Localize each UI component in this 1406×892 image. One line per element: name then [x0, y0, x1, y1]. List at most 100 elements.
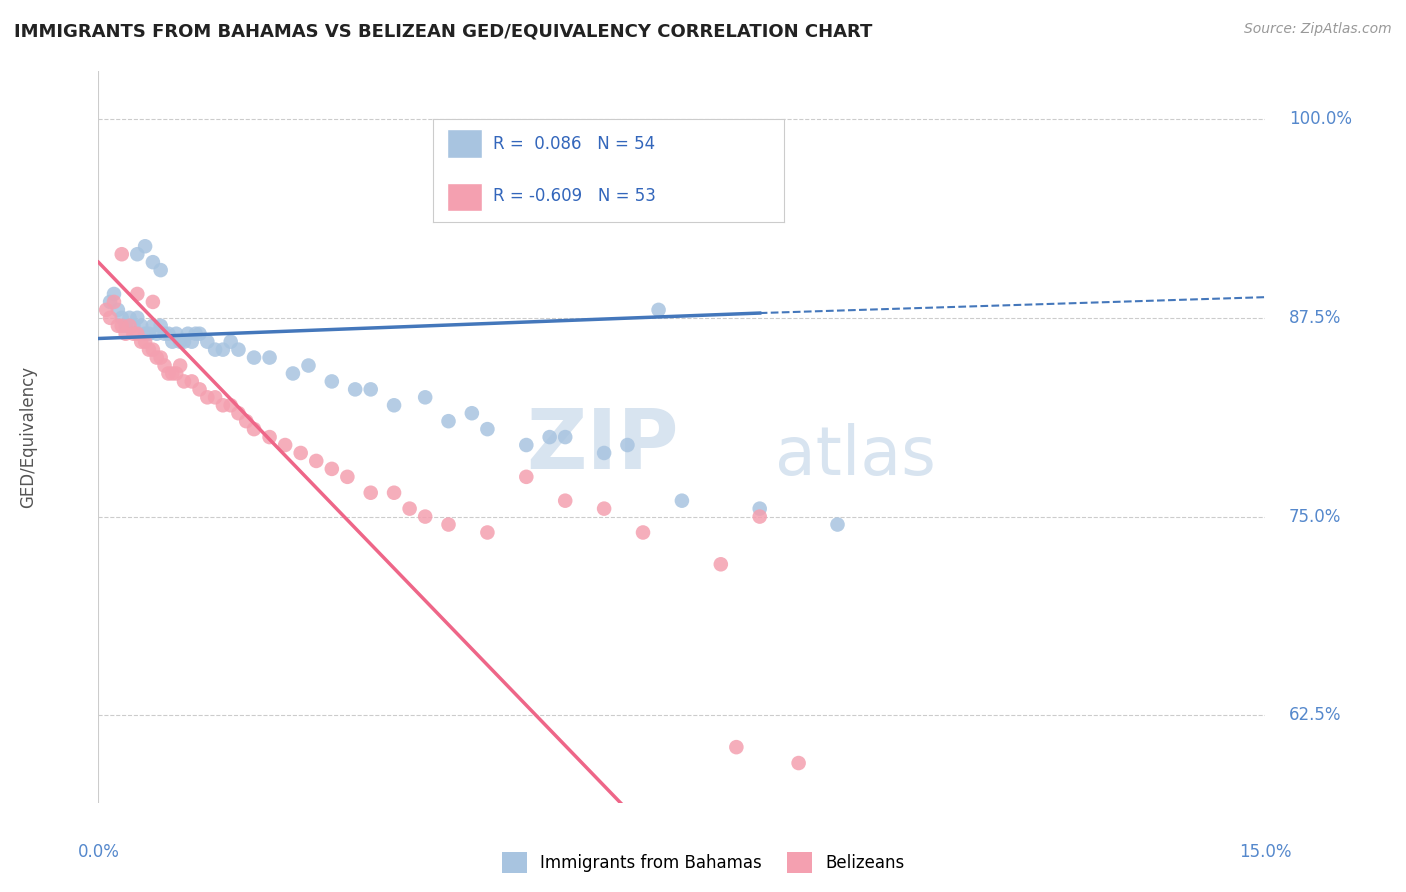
Point — [138, 343, 160, 357]
Point — [477, 525, 499, 540]
Point — [382, 485, 405, 500]
Point — [180, 375, 202, 389]
Point — [111, 310, 134, 325]
Point — [228, 343, 250, 357]
Point — [212, 343, 235, 357]
Point — [111, 318, 134, 333]
Point — [321, 462, 343, 476]
Point — [169, 334, 191, 349]
Point — [290, 446, 312, 460]
Point — [725, 740, 748, 755]
Text: GED/Equivalency: GED/Equivalency — [20, 366, 38, 508]
Point — [413, 390, 436, 404]
Point — [554, 430, 576, 444]
Point — [461, 406, 484, 420]
Point — [146, 326, 169, 341]
Point — [107, 318, 129, 333]
Point — [243, 422, 266, 436]
Point — [96, 302, 118, 317]
Point — [647, 302, 669, 317]
Text: 87.5%: 87.5% — [1289, 309, 1341, 326]
Point — [173, 334, 195, 349]
Bar — [447, 183, 482, 211]
Point — [748, 501, 770, 516]
Text: ZIP: ZIP — [526, 405, 679, 485]
Point — [344, 383, 367, 397]
Point — [228, 406, 250, 420]
Point — [437, 414, 460, 428]
Point — [127, 247, 149, 261]
Text: 100.0%: 100.0% — [1289, 110, 1351, 128]
Point — [616, 438, 638, 452]
Point — [114, 318, 136, 333]
Point — [274, 438, 297, 452]
Point — [554, 493, 576, 508]
Point — [787, 756, 810, 770]
Point — [118, 318, 141, 333]
Point — [631, 525, 654, 540]
Point — [195, 334, 218, 349]
Point — [134, 326, 156, 341]
Point — [153, 359, 176, 373]
Point — [153, 326, 176, 341]
Point — [129, 318, 152, 333]
Text: R = -0.609   N = 53: R = -0.609 N = 53 — [492, 187, 655, 205]
Point — [593, 446, 616, 460]
Point — [173, 375, 195, 389]
Point — [165, 326, 187, 341]
Text: R =  0.086   N = 54: R = 0.086 N = 54 — [492, 135, 655, 153]
Point — [142, 294, 165, 309]
Point — [142, 318, 165, 333]
Point — [204, 343, 226, 357]
Point — [122, 326, 145, 341]
Point — [134, 239, 156, 253]
Point — [413, 509, 436, 524]
Point — [219, 334, 242, 349]
Point — [437, 517, 460, 532]
Point — [142, 255, 165, 269]
Point — [212, 398, 235, 412]
Point — [142, 343, 165, 357]
Point — [149, 351, 172, 365]
Text: 75.0%: 75.0% — [1289, 508, 1341, 525]
Point — [188, 383, 211, 397]
Point — [398, 501, 420, 516]
Point — [360, 485, 382, 500]
Point — [538, 430, 561, 444]
Point — [127, 287, 149, 301]
Text: 0.0%: 0.0% — [77, 843, 120, 861]
Point — [477, 422, 499, 436]
Point — [103, 287, 125, 301]
Point — [321, 375, 343, 389]
Point — [188, 326, 211, 341]
Point — [195, 390, 218, 404]
Point — [169, 359, 191, 373]
Point — [127, 326, 149, 341]
Point — [748, 509, 770, 524]
Point — [127, 310, 149, 325]
Point — [177, 326, 200, 341]
Point — [122, 318, 145, 333]
Point — [157, 326, 180, 341]
Point — [593, 501, 616, 516]
Point — [710, 558, 733, 572]
Text: atlas: atlas — [775, 423, 936, 489]
Point — [336, 470, 359, 484]
Point — [165, 367, 187, 381]
Point — [827, 517, 849, 532]
Text: 62.5%: 62.5% — [1289, 706, 1341, 724]
Point — [157, 367, 180, 381]
Point — [243, 351, 266, 365]
Point — [184, 326, 207, 341]
Point — [138, 326, 160, 341]
Point — [98, 310, 121, 325]
Point — [382, 398, 405, 412]
Point — [107, 302, 129, 317]
Point — [111, 247, 134, 261]
Point — [98, 294, 121, 309]
Text: Source: ZipAtlas.com: Source: ZipAtlas.com — [1244, 22, 1392, 37]
Point — [114, 326, 136, 341]
Point — [162, 367, 184, 381]
Point — [162, 334, 184, 349]
Point — [297, 359, 319, 373]
